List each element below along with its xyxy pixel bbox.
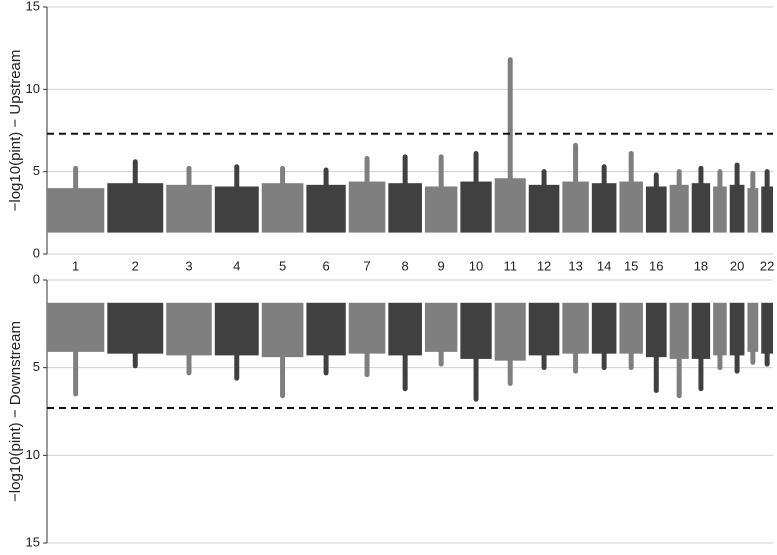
x-tick-label: 5 bbox=[279, 258, 286, 273]
x-tick-label: 15 bbox=[624, 258, 638, 273]
chromosome-band bbox=[107, 302, 164, 354]
x-tick-label: 7 bbox=[363, 258, 370, 273]
chromosome-band bbox=[47, 188, 105, 233]
x-tick-label: 20 bbox=[730, 258, 744, 273]
chromosome-band bbox=[747, 188, 759, 233]
chromosome-band bbox=[761, 302, 773, 354]
chromosome-band bbox=[348, 302, 386, 354]
chromosome-band bbox=[729, 302, 745, 356]
chromosome-band bbox=[306, 302, 346, 356]
chromosome-band bbox=[528, 184, 560, 233]
chromosome-band bbox=[214, 302, 259, 356]
x-tick-label: 18 bbox=[694, 258, 708, 273]
y-tick-label: 0 bbox=[33, 271, 40, 286]
x-tick-label: 4 bbox=[233, 258, 240, 273]
x-tick-label: 8 bbox=[402, 258, 409, 273]
chromosome-band bbox=[713, 302, 727, 356]
chromosome-band bbox=[645, 302, 667, 358]
chromosome-band bbox=[691, 183, 711, 233]
y-tick-label: 0 bbox=[33, 245, 40, 260]
x-tick-label: 2 bbox=[132, 258, 139, 273]
chromosome-band bbox=[214, 186, 259, 233]
y-tick-label: 15 bbox=[26, 0, 40, 13]
chromosome-band bbox=[619, 302, 643, 354]
y-axis-label: −log10(pint) − Upstream bbox=[7, 50, 24, 212]
chromosome-band bbox=[669, 302, 689, 359]
chromosome-band bbox=[494, 302, 526, 361]
y-tick-label: 5 bbox=[33, 359, 40, 374]
x-tick-label: 14 bbox=[597, 258, 611, 273]
chromosome-band bbox=[669, 184, 689, 233]
x-tick-label: 16 bbox=[649, 258, 663, 273]
chromosome-band bbox=[528, 302, 560, 356]
chromosome-band bbox=[761, 186, 773, 233]
chromosome-band bbox=[460, 302, 492, 359]
chromosome-band bbox=[424, 302, 458, 352]
chromosome-band bbox=[645, 186, 667, 233]
x-tick-label: 11 bbox=[503, 258, 517, 273]
chromosome-band bbox=[388, 183, 422, 233]
chromosome-band bbox=[619, 181, 643, 233]
chromosome-band bbox=[729, 184, 745, 233]
chromosome-band bbox=[47, 302, 105, 352]
x-tick-label: 12 bbox=[537, 258, 551, 273]
chromosome-band bbox=[562, 181, 589, 233]
x-tick-label: 6 bbox=[322, 258, 329, 273]
x-tick-label: 10 bbox=[469, 258, 483, 273]
x-tick-label: 13 bbox=[568, 258, 582, 273]
y-tick-label: 5 bbox=[33, 163, 40, 178]
chromosome-band bbox=[348, 181, 386, 233]
x-tick-label: 3 bbox=[185, 258, 192, 273]
chromosome-band bbox=[591, 183, 617, 233]
chromosome-band bbox=[494, 178, 526, 233]
y-axis-label: −log10(pint) − Downstream bbox=[7, 321, 24, 502]
x-tick-label: 9 bbox=[438, 258, 445, 273]
chromosome-band bbox=[562, 302, 589, 354]
chromosome-band bbox=[306, 184, 346, 233]
chromosome-band bbox=[747, 302, 759, 352]
chromosome-band bbox=[166, 184, 212, 233]
chromosome-band bbox=[261, 302, 304, 358]
chromosome-band bbox=[460, 181, 492, 233]
chromosome-band bbox=[713, 186, 727, 233]
chromosome-band bbox=[166, 302, 212, 356]
chromosome-band bbox=[591, 302, 617, 354]
y-tick-label: 10 bbox=[26, 81, 40, 96]
y-tick-label: 10 bbox=[26, 447, 40, 462]
chromosome-band bbox=[691, 302, 711, 359]
chromosome-band bbox=[261, 183, 304, 233]
y-tick-label: 15 bbox=[26, 534, 40, 549]
x-tick-label: 1 bbox=[72, 258, 79, 273]
chromosome-band bbox=[424, 186, 458, 233]
x-tick-label: 22 bbox=[760, 258, 774, 273]
chromosome-band bbox=[388, 302, 422, 356]
chromosome-band bbox=[107, 183, 164, 233]
